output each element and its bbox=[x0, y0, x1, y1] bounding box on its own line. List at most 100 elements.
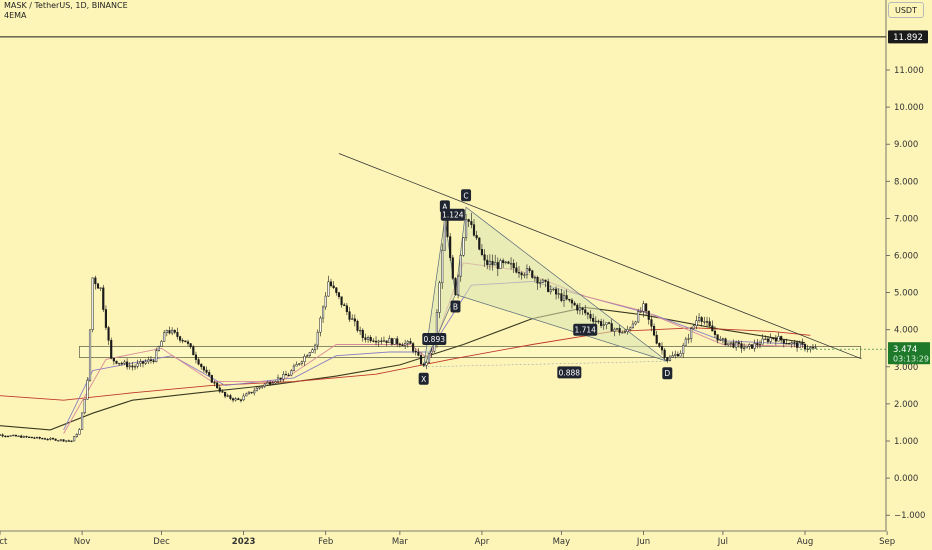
candle bbox=[414, 350, 417, 353]
candle bbox=[769, 337, 772, 342]
candle bbox=[181, 340, 184, 342]
candle bbox=[253, 390, 256, 394]
candle bbox=[300, 361, 303, 364]
candle bbox=[380, 340, 383, 342]
candle bbox=[655, 334, 658, 344]
pattern-point-x-tag bbox=[418, 372, 429, 385]
candle bbox=[393, 338, 396, 345]
candle bbox=[499, 260, 502, 269]
last-price-tag bbox=[888, 342, 930, 365]
candle bbox=[631, 323, 634, 329]
candle bbox=[250, 391, 253, 394]
y-tick-label: 5.000 bbox=[894, 289, 918, 299]
candle bbox=[9, 435, 12, 437]
pattern-point-d-tag bbox=[662, 367, 673, 380]
candle bbox=[764, 338, 767, 341]
candle bbox=[486, 259, 489, 265]
y-tick-label: 0.000 bbox=[894, 474, 918, 484]
candle bbox=[504, 261, 507, 264]
candle bbox=[186, 341, 190, 344]
candle bbox=[314, 344, 317, 351]
candle bbox=[512, 263, 515, 269]
candle bbox=[419, 355, 423, 365]
candle bbox=[17, 435, 20, 438]
pattern-point-a: A bbox=[442, 202, 448, 211]
candle bbox=[356, 320, 359, 331]
candle bbox=[684, 338, 687, 346]
candle bbox=[745, 345, 748, 349]
candle bbox=[708, 321, 711, 327]
candle bbox=[467, 219, 470, 222]
candle bbox=[483, 254, 486, 261]
candle bbox=[279, 377, 282, 380]
currency-button[interactable]: USDT bbox=[888, 2, 924, 18]
candle bbox=[78, 429, 81, 435]
candle bbox=[652, 326, 656, 336]
candle bbox=[245, 393, 248, 397]
candle bbox=[274, 381, 277, 384]
candle bbox=[213, 382, 216, 384]
x-tick-label: Jul bbox=[717, 537, 728, 547]
candle bbox=[615, 328, 619, 330]
candle bbox=[353, 318, 356, 322]
x-tick-label: Nov bbox=[74, 537, 91, 547]
candle bbox=[650, 319, 653, 327]
candle bbox=[756, 343, 759, 345]
candle bbox=[642, 303, 645, 312]
candle bbox=[22, 435, 25, 438]
candle bbox=[202, 366, 205, 371]
candle bbox=[639, 311, 642, 313]
support-zone bbox=[79, 345, 862, 358]
candle bbox=[165, 330, 168, 333]
candle bbox=[610, 323, 613, 332]
candle bbox=[237, 398, 240, 401]
candle bbox=[705, 321, 709, 323]
candle bbox=[557, 293, 560, 295]
candle bbox=[417, 351, 420, 356]
indicator-label[interactable]: 4EMA bbox=[4, 11, 27, 20]
candle bbox=[99, 287, 102, 289]
candle bbox=[115, 360, 118, 364]
candle bbox=[454, 277, 457, 295]
candle bbox=[173, 329, 176, 333]
candle bbox=[581, 307, 584, 310]
candle bbox=[552, 288, 555, 291]
ratio-label: 1.714 bbox=[574, 326, 596, 335]
candle bbox=[743, 347, 746, 349]
candle bbox=[523, 274, 526, 276]
candle bbox=[629, 327, 632, 330]
candle bbox=[38, 436, 41, 439]
candle bbox=[112, 357, 115, 362]
x-tick-label: Jun bbox=[636, 537, 650, 547]
candle bbox=[168, 330, 171, 334]
candle bbox=[716, 334, 719, 341]
y-tick-label: 8.000 bbox=[894, 177, 918, 187]
candle bbox=[698, 317, 701, 321]
candle bbox=[226, 395, 229, 397]
candle bbox=[438, 282, 441, 313]
candle bbox=[128, 365, 131, 368]
candle bbox=[62, 439, 65, 442]
candle bbox=[600, 321, 603, 326]
candle bbox=[364, 337, 367, 340]
candle bbox=[271, 382, 274, 385]
candle bbox=[41, 438, 44, 440]
candle bbox=[607, 322, 611, 324]
candle bbox=[319, 317, 322, 333]
candle bbox=[668, 356, 672, 361]
candle bbox=[372, 340, 375, 342]
candle bbox=[65, 440, 68, 442]
candle bbox=[131, 365, 134, 368]
candle bbox=[337, 292, 341, 297]
candle bbox=[321, 306, 325, 319]
candle bbox=[284, 373, 288, 376]
candle bbox=[721, 338, 724, 340]
candle bbox=[539, 282, 542, 284]
candle bbox=[57, 440, 60, 442]
ema-line-2 bbox=[0, 327, 811, 401]
candle bbox=[388, 338, 391, 343]
candle bbox=[457, 275, 460, 295]
candle bbox=[695, 320, 698, 326]
candle bbox=[586, 312, 589, 315]
